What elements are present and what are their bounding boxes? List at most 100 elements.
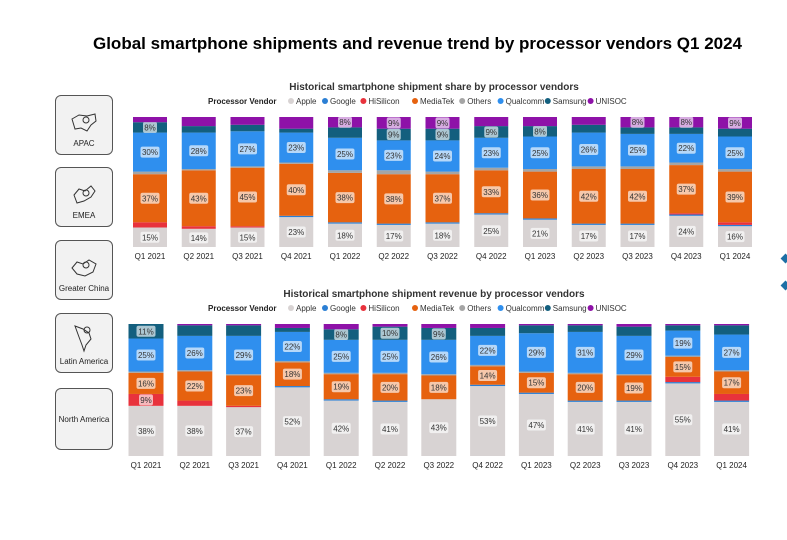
legend-label-mediatek: MediaTek [420,97,455,106]
data-label: 10% [382,329,398,338]
region-north-america: North America [55,388,113,450]
data-label-box [673,414,693,426]
legend-swatch-hisilicon [360,98,367,104]
data-label-box [429,351,449,363]
region-label: APAC [73,139,95,148]
data-label: 38% [138,427,154,436]
bar-segment-google [714,400,750,402]
data-label-box [139,394,153,406]
bar-segment-unisoc [616,324,652,327]
bar-segment-others [226,374,262,376]
bar-segment-others [177,370,213,372]
legend-swatch-qualcomm [497,305,504,311]
legend-title: Processor Vendor [208,304,276,313]
data-label: 37% [142,194,158,203]
data-label: 27% [724,348,740,357]
data-label-box [676,183,696,195]
data-label-box [331,350,351,362]
data-label-box [673,337,693,349]
x-tick-label: Q2 2021 [183,252,214,261]
data-label-box [234,426,254,438]
data-label: 18% [434,231,450,240]
data-label-box [530,147,550,159]
data-label-box [384,149,404,161]
data-label: 38% [386,195,402,204]
bar-segment-samsung [274,327,310,332]
data-label: 16% [138,379,154,388]
data-label-box [429,422,449,434]
data-label-box [481,225,501,237]
data-label: 23% [386,151,402,160]
legend-swatch-qualcomm [497,98,504,104]
data-label-box [380,381,400,393]
legend-swatch-mediatek [412,98,418,104]
bar-segment-hisilicon [230,226,265,228]
data-label-box [673,361,693,373]
bar-segment-others [567,372,603,375]
data-label-box [676,142,696,154]
data-label: 41% [626,425,642,434]
legend-swatch-apple [288,98,294,104]
data-label-box [679,116,694,128]
x-tick-label: Q2 2021 [179,461,210,470]
bar-segment-unisoc [567,324,603,326]
bar-segment-google [620,223,655,225]
region-latin-america: Latin America [55,313,113,373]
bar-segment-samsung [567,325,603,332]
data-label-box [725,147,745,159]
data-label: 19% [626,384,642,393]
data-label: 8% [632,118,644,127]
data-label: 53% [480,417,496,426]
bar-segment-google [328,222,362,224]
legend-label-samsung: Samsung [553,97,587,106]
data-label-box [435,129,450,141]
data-label: 25% [629,146,645,155]
x-tick-label: Q4 2022 [476,252,507,261]
bar-segment-samsung [620,127,655,134]
data-label-box [140,192,160,204]
bar-segment-unisoc [474,117,509,127]
data-label: 21% [532,229,548,238]
data-label: 17% [581,232,597,241]
bar-segment-others [714,370,750,372]
legend-swatch-samsung [544,98,551,104]
data-label: 20% [577,383,593,392]
legend-title: Processor Vendor [208,97,276,106]
data-label-box [185,347,205,359]
data-label: 9% [388,131,400,140]
bar-segment-unisoc [571,117,606,125]
data-label-box [286,184,306,196]
bar-segment-hisilicon [718,222,752,225]
bar-segment-samsung [669,127,704,134]
data-label-box [238,231,257,243]
data-label-box [136,349,156,361]
data-label-box [722,423,742,435]
data-label-box [530,189,550,201]
data-label: 17% [386,232,402,241]
data-label: 36% [532,191,548,200]
bar-segment-unisoc [177,324,213,326]
bar-segment-others [665,355,701,357]
bar-segment-others [128,371,164,373]
legend-swatch-unisoc [587,305,594,311]
data-label: 25% [333,352,349,361]
bar-segment-unisoc [230,117,265,125]
data-label-box [335,229,355,241]
bar-segment-others [523,169,557,172]
data-label-box [484,126,499,138]
x-tick-label: Q2 2022 [378,252,409,261]
data-label: 20% [382,383,398,392]
data-label-box [386,129,401,141]
data-label-box [380,423,400,435]
data-label-box [478,344,498,356]
data-label-box [380,327,400,339]
data-label-box [431,328,446,340]
x-tick-label: Q1 2022 [326,461,357,470]
data-label-box [628,144,647,156]
data-label-box [575,346,595,358]
data-label-box [238,143,257,155]
data-label-box [380,350,400,362]
bar-segment-unisoc [226,324,262,326]
legend-swatch-apple [288,305,294,311]
data-label-box [530,227,550,239]
